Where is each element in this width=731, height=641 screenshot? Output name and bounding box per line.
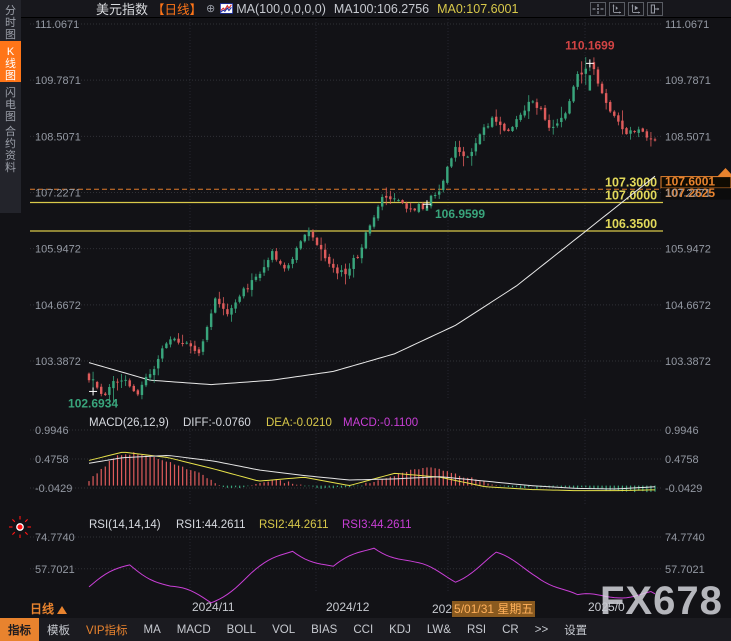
svg-text:105.9472: 105.9472 [665,244,711,256]
svg-text:0.9946: 0.9946 [665,425,699,437]
svg-text:110.1699: 110.1699 [565,38,615,52]
svg-text:0.9946: 0.9946 [35,425,69,437]
svg-text:MACD(26,12,9): MACD(26,12,9) [89,417,169,429]
svg-text:-0.0429: -0.0429 [35,483,72,495]
svg-text:74.7740: 74.7740 [665,532,705,544]
svg-text:111.0671: 111.0671 [35,19,79,31]
svg-text:105.9472: 105.9472 [35,244,81,256]
svg-text:107.3000: 107.3000 [605,176,657,190]
svg-text:RSI2:44.2611: RSI2:44.2611 [259,519,328,531]
svg-text:108.5071: 108.5071 [35,131,81,143]
svg-text:111.0671: 111.0671 [665,19,709,31]
svg-text:0.4758: 0.4758 [665,454,699,466]
svg-text:RSI1:44.2611: RSI1:44.2611 [176,519,245,531]
svg-text:0.4758: 0.4758 [35,454,69,466]
svg-text:MACD:-0.1100: MACD:-0.1100 [343,417,418,429]
svg-text:103.3872: 103.3872 [665,356,711,368]
svg-text:74.7740: 74.7740 [35,532,75,544]
svg-text:DIFF:-0.0760: DIFF:-0.0760 [183,417,251,429]
svg-text:57.7021: 57.7021 [665,564,705,576]
svg-text:106.9599: 106.9599 [435,207,485,221]
svg-text:102.6934: 102.6934 [68,396,118,410]
svg-text:DEA:-0.0210: DEA:-0.0210 [266,417,332,429]
svg-text:103.3872: 103.3872 [35,356,81,368]
svg-text:RSI(14,14,14): RSI(14,14,14) [89,519,161,531]
svg-text:108.5071: 108.5071 [665,131,711,143]
svg-text:109.7871: 109.7871 [35,75,81,87]
svg-text:107.2271: 107.2271 [35,188,81,200]
svg-text:107.2271: 107.2271 [665,188,711,200]
svg-text:109.7871: 109.7871 [665,75,711,87]
svg-text:RSI3:44.2611: RSI3:44.2611 [342,519,411,531]
svg-text:-0.0429: -0.0429 [665,483,702,495]
svg-text:104.6672: 104.6672 [665,300,711,312]
svg-text:104.6672: 104.6672 [35,300,81,312]
svg-text:57.7021: 57.7021 [35,564,75,576]
svg-text:106.3500: 106.3500 [605,217,657,231]
